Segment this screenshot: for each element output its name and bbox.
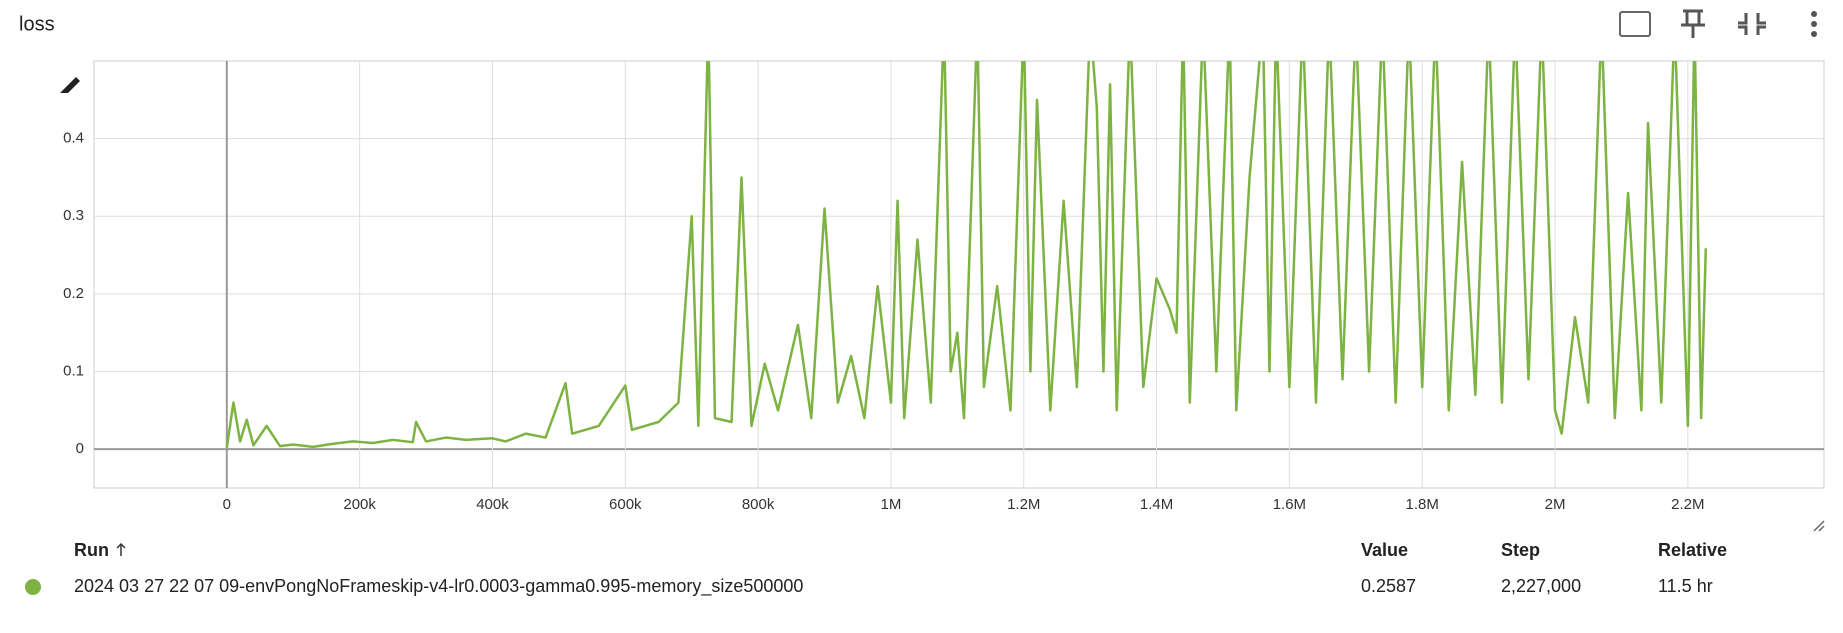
x-tick-label: 1.4M <box>1140 496 1173 513</box>
x-tick-label: 1.8M <box>1406 496 1439 513</box>
relative-cell: 11.5 hr <box>1658 576 1713 596</box>
x-tick-label: 0 <box>223 496 231 513</box>
loss-line <box>225 61 1708 449</box>
x-tick-label: 1.6M <box>1273 496 1306 513</box>
menu-button[interactable] <box>1811 11 1817 37</box>
y-tick-label: 0.2 <box>63 285 84 302</box>
resize-handle[interactable] <box>1813 520 1825 532</box>
column-header[interactable]: Step <box>1501 540 1540 560</box>
x-tick-label: 1.2M <box>1007 496 1040 513</box>
run-color-dot <box>25 579 41 595</box>
value-cell: 0.2587 <box>1361 576 1416 596</box>
y-tick-label: 0.4 <box>63 130 84 147</box>
plot-frame <box>93 60 1825 489</box>
edit-icon[interactable] <box>60 77 80 93</box>
x-tick-label: 2.2M <box>1671 496 1704 513</box>
fullscreen-button[interactable] <box>1619 11 1651 37</box>
step-cell: 2,227,000 <box>1501 576 1581 596</box>
column-header[interactable]: Value <box>1361 540 1408 560</box>
x-tick-label: 200k <box>343 496 376 513</box>
run-name: 2024 03 27 22 07 09-envPongNoFrameskip-v… <box>74 576 803 597</box>
y-tick-label: 0 <box>76 440 84 457</box>
card-title: loss <box>19 13 55 35</box>
x-tick-label: 800k <box>742 496 775 513</box>
fit-button[interactable] <box>1738 13 1766 35</box>
pin-button[interactable] <box>1681 9 1705 38</box>
x-tick-label: 400k <box>476 496 509 513</box>
y-tick-label: 0.3 <box>63 207 84 224</box>
column-header[interactable]: Run <box>74 540 109 560</box>
sort-arrow <box>116 542 126 556</box>
column-header[interactable]: Relative <box>1658 540 1727 560</box>
x-tick-label: 1M <box>881 496 902 513</box>
x-tick-label: 2M <box>1545 496 1566 513</box>
y-tick-label: 0.1 <box>63 363 84 380</box>
x-tick-label: 600k <box>609 496 642 513</box>
